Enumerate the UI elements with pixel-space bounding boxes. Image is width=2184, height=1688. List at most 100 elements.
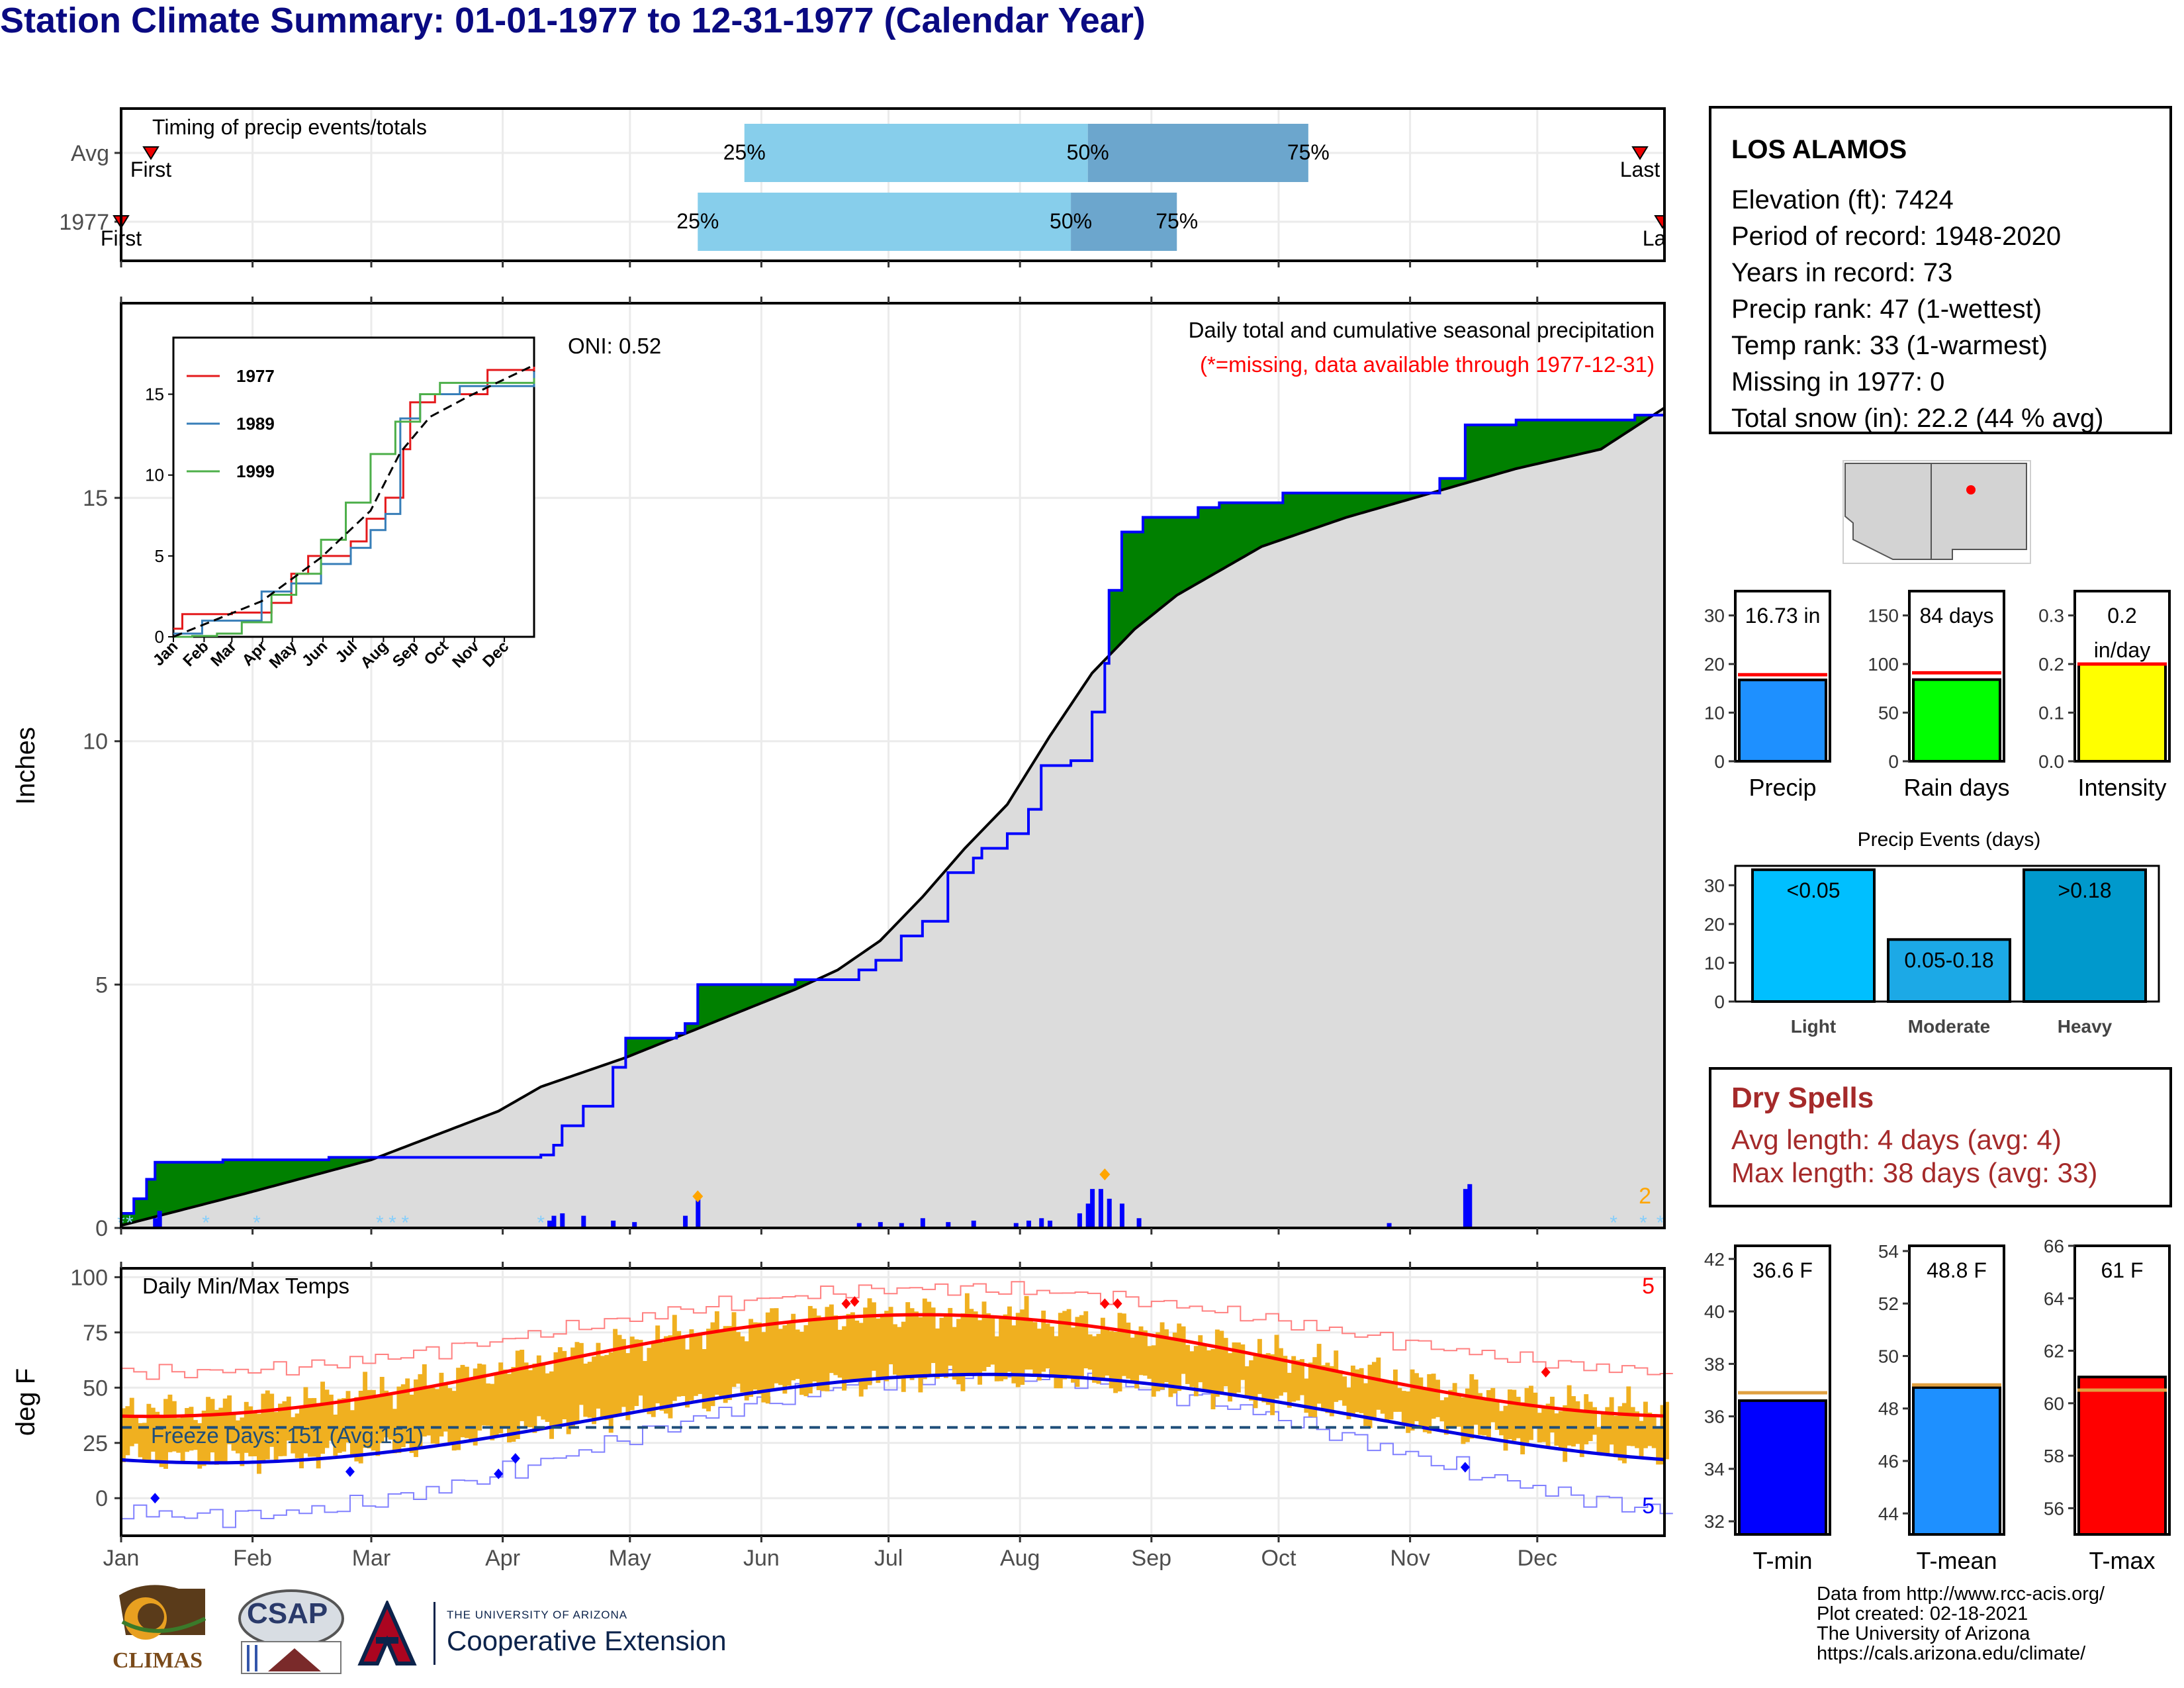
new-mexico-shape — [1931, 463, 2027, 560]
daily-temp-range-bar — [1232, 1342, 1237, 1395]
daily-temp-range-bar — [1185, 1344, 1190, 1384]
daily-temp-range-bar — [1130, 1337, 1135, 1382]
daily-temp-range-bar — [1181, 1326, 1186, 1374]
temp-t-max: 56 58 60 62 64 66 61 F T-max — [2044, 1236, 2171, 1574]
above-average-band — [740, 984, 745, 1012]
above-average-band — [1117, 590, 1122, 647]
bar-ytick-label: 64 — [2044, 1288, 2064, 1309]
record-high-marker — [841, 1298, 851, 1309]
above-average-band — [257, 1160, 262, 1191]
daily-temp-range-bar — [685, 1349, 690, 1408]
daily-temp-range-bar — [795, 1329, 800, 1380]
daily-temp-range-bar — [523, 1362, 529, 1427]
daily-temp-range-bar — [566, 1360, 571, 1434]
above-average-band — [1588, 420, 1593, 453]
daily-temp-range-bar — [299, 1408, 304, 1469]
above-average-band — [786, 984, 792, 994]
daily-temp-range-bar — [1198, 1335, 1203, 1383]
timing-50-label: 50% — [1050, 209, 1092, 233]
daily-temp-range-bar — [138, 1423, 143, 1458]
daily-temp-range-bar — [1617, 1406, 1623, 1461]
above-average-band — [129, 1213, 134, 1224]
daily-temp-range-bar — [337, 1399, 342, 1453]
above-average-band — [647, 1038, 652, 1050]
snow-day-marker: * — [202, 1212, 210, 1234]
daily-temp-range-bar — [1062, 1311, 1068, 1380]
timing-25-label: 25% — [676, 209, 719, 233]
daily-temp-range-bar — [1244, 1366, 1250, 1397]
bar-ytick-label: 100 — [1868, 654, 1899, 675]
daily-temp-range-bar — [252, 1411, 257, 1456]
snow-day-marker: * — [126, 1212, 134, 1234]
above-average-band — [1363, 492, 1369, 513]
daily-temp-range-bar — [1287, 1372, 1292, 1408]
daily-temp-range-bar — [451, 1391, 457, 1451]
daily-temp-range-bar — [1249, 1360, 1254, 1401]
above-average-band — [265, 1160, 270, 1189]
month-label-nov: Nov — [1390, 1546, 1430, 1571]
above-average-band — [1499, 424, 1504, 474]
above-average-band — [1214, 507, 1220, 574]
daily-temp-range-bar — [1563, 1405, 1568, 1462]
above-average-band — [1236, 502, 1241, 562]
above-average-band — [1579, 420, 1584, 455]
above-average-band — [1385, 492, 1390, 507]
bar-ytick-label: 58 — [2044, 1446, 2064, 1466]
daily-precip-bar — [856, 1223, 862, 1228]
daily-precip-bar — [683, 1215, 688, 1228]
daily-precip-bar — [1085, 1203, 1091, 1228]
daily-temp-range-bar — [129, 1397, 134, 1446]
above-average-band — [1202, 507, 1207, 581]
above-average-band — [655, 1038, 660, 1047]
daily-temp-range-bar — [978, 1320, 983, 1385]
cumulative-frame — [120, 302, 1666, 1229]
daily-temp-range-bar — [816, 1315, 821, 1391]
daily-temp-range-bar — [1443, 1397, 1449, 1435]
daily-temp-range-bar — [1567, 1385, 1572, 1446]
above-average-band — [1533, 420, 1538, 465]
above-average-band — [1376, 492, 1381, 510]
daily-temp-range-bar — [1499, 1411, 1504, 1436]
daily-temp-range-bar — [1168, 1338, 1173, 1397]
above-average-band — [185, 1162, 190, 1210]
daily-temp-range-bar — [1189, 1351, 1195, 1387]
above-average-band — [744, 984, 749, 1011]
inset-legend-label: 1989 — [236, 414, 275, 434]
above-average-band — [1584, 420, 1589, 453]
daily-temp-range-bar — [371, 1389, 376, 1451]
daily-temp-range-bar — [574, 1342, 580, 1423]
above-average-band — [1134, 532, 1140, 630]
last-event-marker — [1631, 146, 1649, 160]
daily-temp-range-bar — [341, 1398, 347, 1452]
summary-value-label: 61 F — [2101, 1258, 2143, 1282]
above-average-band — [316, 1160, 321, 1175]
above-average-band — [363, 1157, 368, 1162]
ua-small-text: THE UNIVERSITY OF ARIZONA — [447, 1609, 628, 1621]
daily-temp-range-bar — [1126, 1322, 1131, 1379]
above-average-band — [167, 1162, 173, 1214]
daily-temp-range-bar — [1261, 1354, 1267, 1403]
above-average-band — [1452, 478, 1457, 488]
daily-precip-bar — [581, 1215, 586, 1228]
above-average-band — [1571, 420, 1576, 457]
daily-temp-range-bar — [625, 1353, 631, 1421]
ua-logo — [357, 1599, 417, 1667]
above-average-band — [1160, 517, 1165, 610]
snow-day-marker: * — [1610, 1212, 1617, 1234]
record-low-marker — [494, 1468, 504, 1479]
above-average-band — [269, 1160, 275, 1188]
daily-temp-range-bar — [876, 1318, 881, 1383]
daily-temp-range-bar — [464, 1366, 469, 1438]
daily-temp-range-bar — [749, 1319, 754, 1397]
daily-temp-range-bar — [1105, 1327, 1110, 1376]
above-average-band — [1316, 492, 1322, 528]
summary-name-label: T-max — [2089, 1547, 2155, 1574]
daily-temp-range-bar — [1541, 1408, 1547, 1442]
above-average-band — [795, 980, 800, 990]
record-high-marker — [1541, 1366, 1551, 1378]
daily-temp-range-bar — [553, 1352, 559, 1429]
above-average-band — [282, 1160, 287, 1184]
cumulative-ylabel: Inches — [11, 727, 40, 805]
daily-temp-range-bar — [490, 1383, 495, 1440]
above-average-band — [1325, 492, 1330, 526]
